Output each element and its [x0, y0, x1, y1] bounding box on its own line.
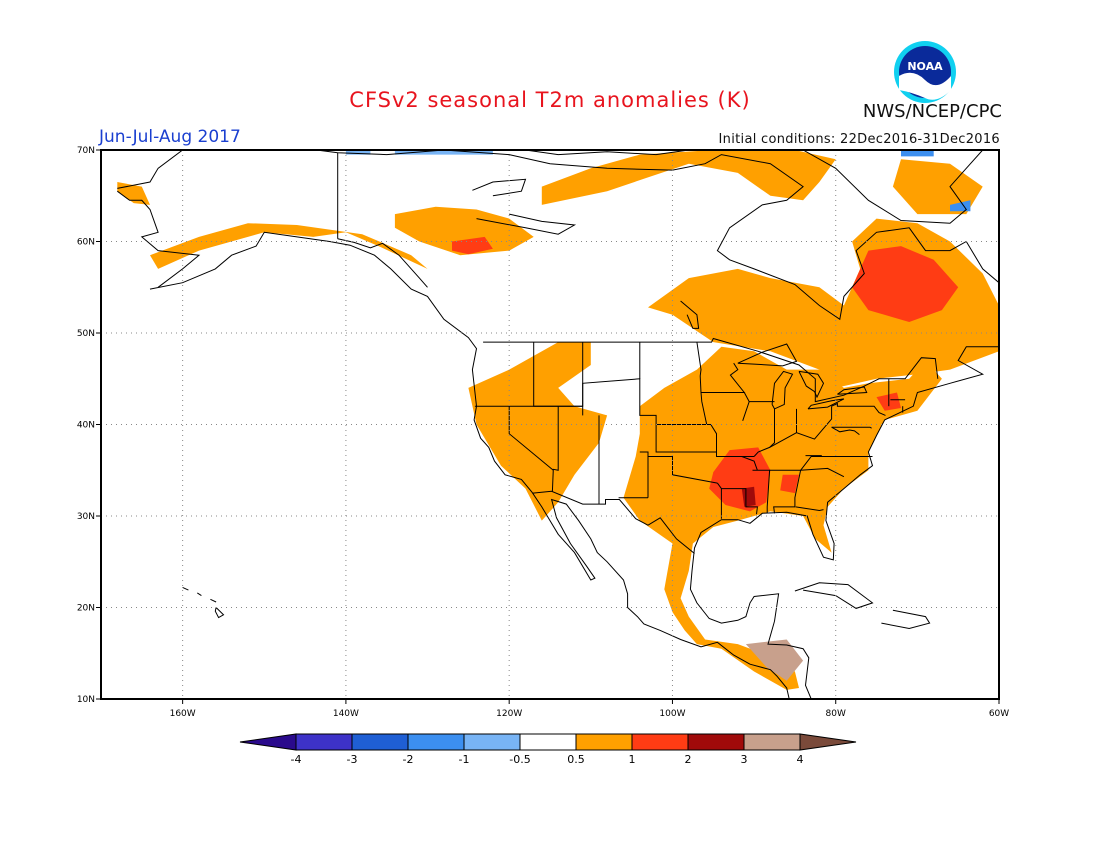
lon-label: 140W	[333, 709, 359, 719]
lat-label: 50N	[77, 329, 95, 339]
logo-text: NOAA	[907, 60, 943, 73]
anomaly-region-alaska	[150, 223, 428, 269]
colorbar-label: -3	[347, 753, 358, 766]
colorbar-label: -1	[459, 753, 470, 766]
longitude-labels: 160W 140W 120W 100W 80W 60W	[170, 699, 1009, 719]
state-border	[800, 456, 873, 471]
lon-label: 100W	[659, 709, 685, 719]
colorbar-bin	[575, 733, 633, 751]
state-border	[752, 469, 771, 514]
colorbar-bin	[519, 733, 577, 751]
colorbar-label: -2	[403, 753, 414, 766]
colorbar-label: -0.5	[509, 753, 530, 766]
state-border	[769, 469, 802, 514]
coastlines	[117, 150, 1056, 699]
coastline-hispaniola	[881, 609, 931, 630]
state-border	[656, 424, 717, 457]
colorbar: -4 -3 -2 -1 -0.5 0.5 1 2 3 4	[239, 733, 857, 766]
anomaly-region-arctic-coast-cold	[394, 150, 493, 155]
coastline-newfoundland	[1007, 319, 1056, 362]
colorbar-bin	[351, 733, 409, 751]
state-border	[831, 426, 872, 429]
lon-label: 120W	[496, 709, 522, 719]
lon-label: 160W	[170, 709, 196, 719]
anomaly-region-quebec-warm	[852, 246, 959, 322]
border-us-mexico	[532, 490, 695, 554]
anomaly-region-arctic	[541, 150, 836, 205]
colorbar-bin	[687, 733, 745, 751]
state-border	[639, 451, 718, 484]
state-border	[800, 467, 845, 478]
coastline-hawaii-big	[214, 607, 225, 619]
border-us-canada	[483, 337, 939, 403]
state-border	[831, 426, 860, 435]
state-border	[721, 488, 758, 515]
state-border	[741, 456, 758, 471]
anomaly-region-eastern-canada	[648, 218, 999, 388]
anomaly-region-mississippi-hot	[741, 486, 756, 507]
colorbar-bin	[631, 733, 689, 751]
anomaly-region-baffin-cold	[901, 150, 934, 157]
coastline-arctic-islands	[525, 150, 689, 156]
anomaly-region-central-america	[745, 639, 804, 681]
coastline-alaska-west	[117, 190, 201, 288]
map-title: CFSv2 seasonal T2m anomalies (K)	[349, 88, 751, 112]
lake-superior	[737, 343, 798, 367]
border-alaska-panhandle	[337, 238, 428, 288]
colorbar-label: -4	[291, 753, 302, 766]
lon-label: 60W	[989, 709, 1009, 719]
lat-label: 70N	[77, 146, 95, 156]
anomaly-region-alaska-west	[117, 182, 150, 205]
state-border	[701, 362, 746, 393]
lake-michigan	[771, 370, 794, 410]
anomaly-region-western-us	[468, 342, 608, 521]
lon-label: 80W	[826, 709, 846, 719]
colorbar-arrow-right	[799, 733, 857, 751]
state-border	[795, 506, 824, 512]
coastline-east	[117, 150, 999, 699]
colorbar-label: 2	[685, 753, 692, 766]
latitude-labels: 70N 60N 50N 40N 30N 20N 10N	[77, 146, 101, 705]
noaa-logo: NOAA	[894, 41, 956, 103]
lat-label: 10N	[77, 695, 95, 705]
great-bear-lake	[472, 178, 527, 197]
state-border	[831, 402, 886, 416]
lat-label: 30N	[77, 512, 95, 522]
lat-label: 40N	[77, 421, 95, 431]
coastline-baffin	[802, 150, 984, 224]
coastline-hawaii-2	[197, 592, 202, 597]
colorbar-bin	[295, 733, 353, 751]
lat-label: 20N	[77, 604, 95, 614]
colorbar-label: 4	[797, 753, 804, 766]
agency-label: NWS/NCEP/CPC	[862, 101, 1002, 122]
colorbar-arrow-left	[239, 733, 297, 751]
anomaly-shading	[117, 150, 999, 690]
lake-winnipeg	[680, 300, 700, 329]
lake-erie	[807, 398, 845, 410]
coastline-hawaii-1	[182, 586, 189, 591]
coastline-hawaii-3	[210, 598, 217, 603]
anomaly-region-nw-canada	[394, 206, 534, 256]
colorbar-bin	[743, 733, 801, 751]
colorbar-label: 1	[629, 753, 636, 766]
great-slave-lake	[476, 213, 577, 235]
colorbar-label: 0.5	[567, 753, 585, 766]
forecast-period: Jun-Jul-Aug 2017	[99, 127, 241, 147]
anomaly-region-central-eastern-us	[623, 346, 942, 690]
anomaly-region-nw-canada-warm	[452, 236, 493, 255]
lat-label: 60N	[77, 238, 95, 248]
coastline-west	[149, 231, 790, 699]
lake-ontario	[837, 386, 868, 395]
colorbar-bin	[407, 733, 465, 751]
colorbar-label: 3	[741, 753, 748, 766]
initial-conditions: Initial conditions: 22Dec2016-31Dec2016	[718, 132, 1000, 147]
state-border	[769, 408, 775, 448]
state-border	[551, 406, 559, 492]
lake-huron	[798, 370, 825, 399]
state-border	[743, 392, 750, 402]
colorbar-bin	[463, 733, 521, 751]
anomaly-region-alabama-warm	[780, 474, 799, 494]
coastline-cuba	[794, 582, 874, 609]
